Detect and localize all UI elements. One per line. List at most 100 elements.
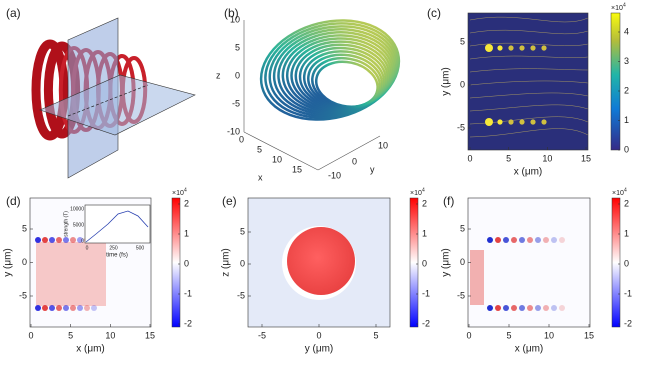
vortex xyxy=(541,45,547,51)
colorbar-tick-label: 0 xyxy=(624,258,629,268)
mode xyxy=(511,305,517,311)
x-tick-label: 10 xyxy=(542,153,552,163)
colorbar-tick-label: -2 xyxy=(422,318,430,328)
x-tick-label: 10 xyxy=(544,330,554,340)
colorbar-tick-label: -1 xyxy=(422,288,430,298)
colorbar-scale: ×10 xyxy=(410,190,422,197)
vortex xyxy=(508,119,514,125)
mode xyxy=(56,237,62,243)
mode xyxy=(551,237,557,243)
mode xyxy=(543,305,549,311)
x-tick-label: 5 xyxy=(68,330,73,340)
panel-label: (b) xyxy=(224,6,239,20)
y-axis-label: y (μm) xyxy=(441,67,452,96)
plot-frame xyxy=(467,12,589,151)
mode xyxy=(503,237,509,243)
y-tick-label: 0 xyxy=(460,79,465,89)
y-axis-label: z (μm) xyxy=(221,248,232,277)
panel-label: (d) xyxy=(6,194,21,208)
colorbar-exponent: 4 xyxy=(624,187,627,193)
y-tick-label: 0 xyxy=(460,257,465,267)
mode xyxy=(84,305,90,311)
mode xyxy=(35,305,41,311)
mode xyxy=(551,305,557,311)
inset-x-tick: 500 xyxy=(136,245,145,251)
field-line xyxy=(469,29,589,35)
colorbar-tick-label: 1 xyxy=(422,228,427,238)
panel-label: (e) xyxy=(222,194,237,208)
mode xyxy=(559,237,565,243)
colorbar-exponent: 4 xyxy=(623,2,626,8)
mode xyxy=(70,305,76,311)
vortex xyxy=(519,45,525,51)
colorbar xyxy=(611,197,621,328)
colorbar-scale: ×10 xyxy=(611,5,623,12)
vortex xyxy=(541,119,547,125)
inset xyxy=(84,204,151,244)
inset-y-tick: 10000 xyxy=(70,206,84,212)
y-tick-label: 0 xyxy=(352,156,357,166)
band xyxy=(36,242,106,306)
vortex xyxy=(530,119,536,125)
x-tick-label: 5 xyxy=(506,153,511,163)
colorbar-tick-label: 1 xyxy=(184,228,189,238)
vortex xyxy=(530,45,536,51)
colorbar-tick-label: 1 xyxy=(624,228,629,238)
mode xyxy=(77,305,83,311)
inset-x-tick: 250 xyxy=(109,245,118,251)
colorbar-tick-label: -2 xyxy=(184,318,192,328)
vortex xyxy=(497,119,503,125)
y-axis-label: y (μm) xyxy=(3,248,14,277)
x-tick-label: 15 xyxy=(145,330,155,340)
inset-x-label: time (fs) xyxy=(106,253,128,259)
x-tick-label: 0 xyxy=(239,134,244,144)
mode xyxy=(487,237,493,243)
mode xyxy=(527,237,533,243)
colorbar-tick-label: 1 xyxy=(624,115,629,125)
panel-label: (f) xyxy=(443,194,454,208)
x-tick-label: 5 xyxy=(373,330,378,340)
z-axis-label: z xyxy=(216,70,221,80)
x-tick-label: 10 xyxy=(272,154,282,164)
colorbar-exponent: 4 xyxy=(422,187,425,193)
inset-x-tick: 0 xyxy=(86,245,89,251)
panel-label: (a) xyxy=(6,6,21,20)
vortex xyxy=(519,119,525,125)
mode xyxy=(535,237,541,243)
z-tick-label: 10 xyxy=(230,14,240,24)
colorbar-tick-label: 0 xyxy=(624,144,629,154)
y-tick-label: 5 xyxy=(22,223,27,233)
x-tick-label: -5 xyxy=(258,330,266,340)
mode xyxy=(35,237,41,243)
plane-intersect xyxy=(67,84,149,117)
mode xyxy=(503,305,509,311)
coil-ring xyxy=(31,39,69,141)
mode xyxy=(63,237,69,243)
x-tick-label: 0 xyxy=(467,153,472,163)
mode xyxy=(543,237,549,243)
x-tick-label: 0 xyxy=(316,330,321,340)
vortex xyxy=(497,45,503,51)
x-tick-label: 5 xyxy=(506,330,511,340)
colorbar-tick-label: 2 xyxy=(624,85,629,95)
field-line xyxy=(469,68,589,73)
colorbar-tick-label: 2 xyxy=(624,198,629,208)
axis-3d xyxy=(243,131,319,171)
vortex xyxy=(508,45,514,51)
colorbar-tick-label: 2 xyxy=(184,198,189,208)
mode xyxy=(56,305,62,311)
colorbar-tick-label: 0 xyxy=(422,258,427,268)
mode xyxy=(527,305,533,311)
colorbar-tick-label: 0 xyxy=(184,258,189,268)
field-line xyxy=(469,104,589,112)
colorbar-tick-label: -2 xyxy=(624,318,632,328)
x-tick-label: 15 xyxy=(584,330,594,340)
y-tick-label: -5 xyxy=(457,122,465,132)
streamline xyxy=(314,60,379,108)
mode xyxy=(63,305,69,311)
y-tick-label: -5 xyxy=(237,290,245,300)
mode xyxy=(495,237,501,243)
z-tick-label: 0 xyxy=(235,70,240,80)
x-axis-label: x (μm) xyxy=(515,344,544,355)
